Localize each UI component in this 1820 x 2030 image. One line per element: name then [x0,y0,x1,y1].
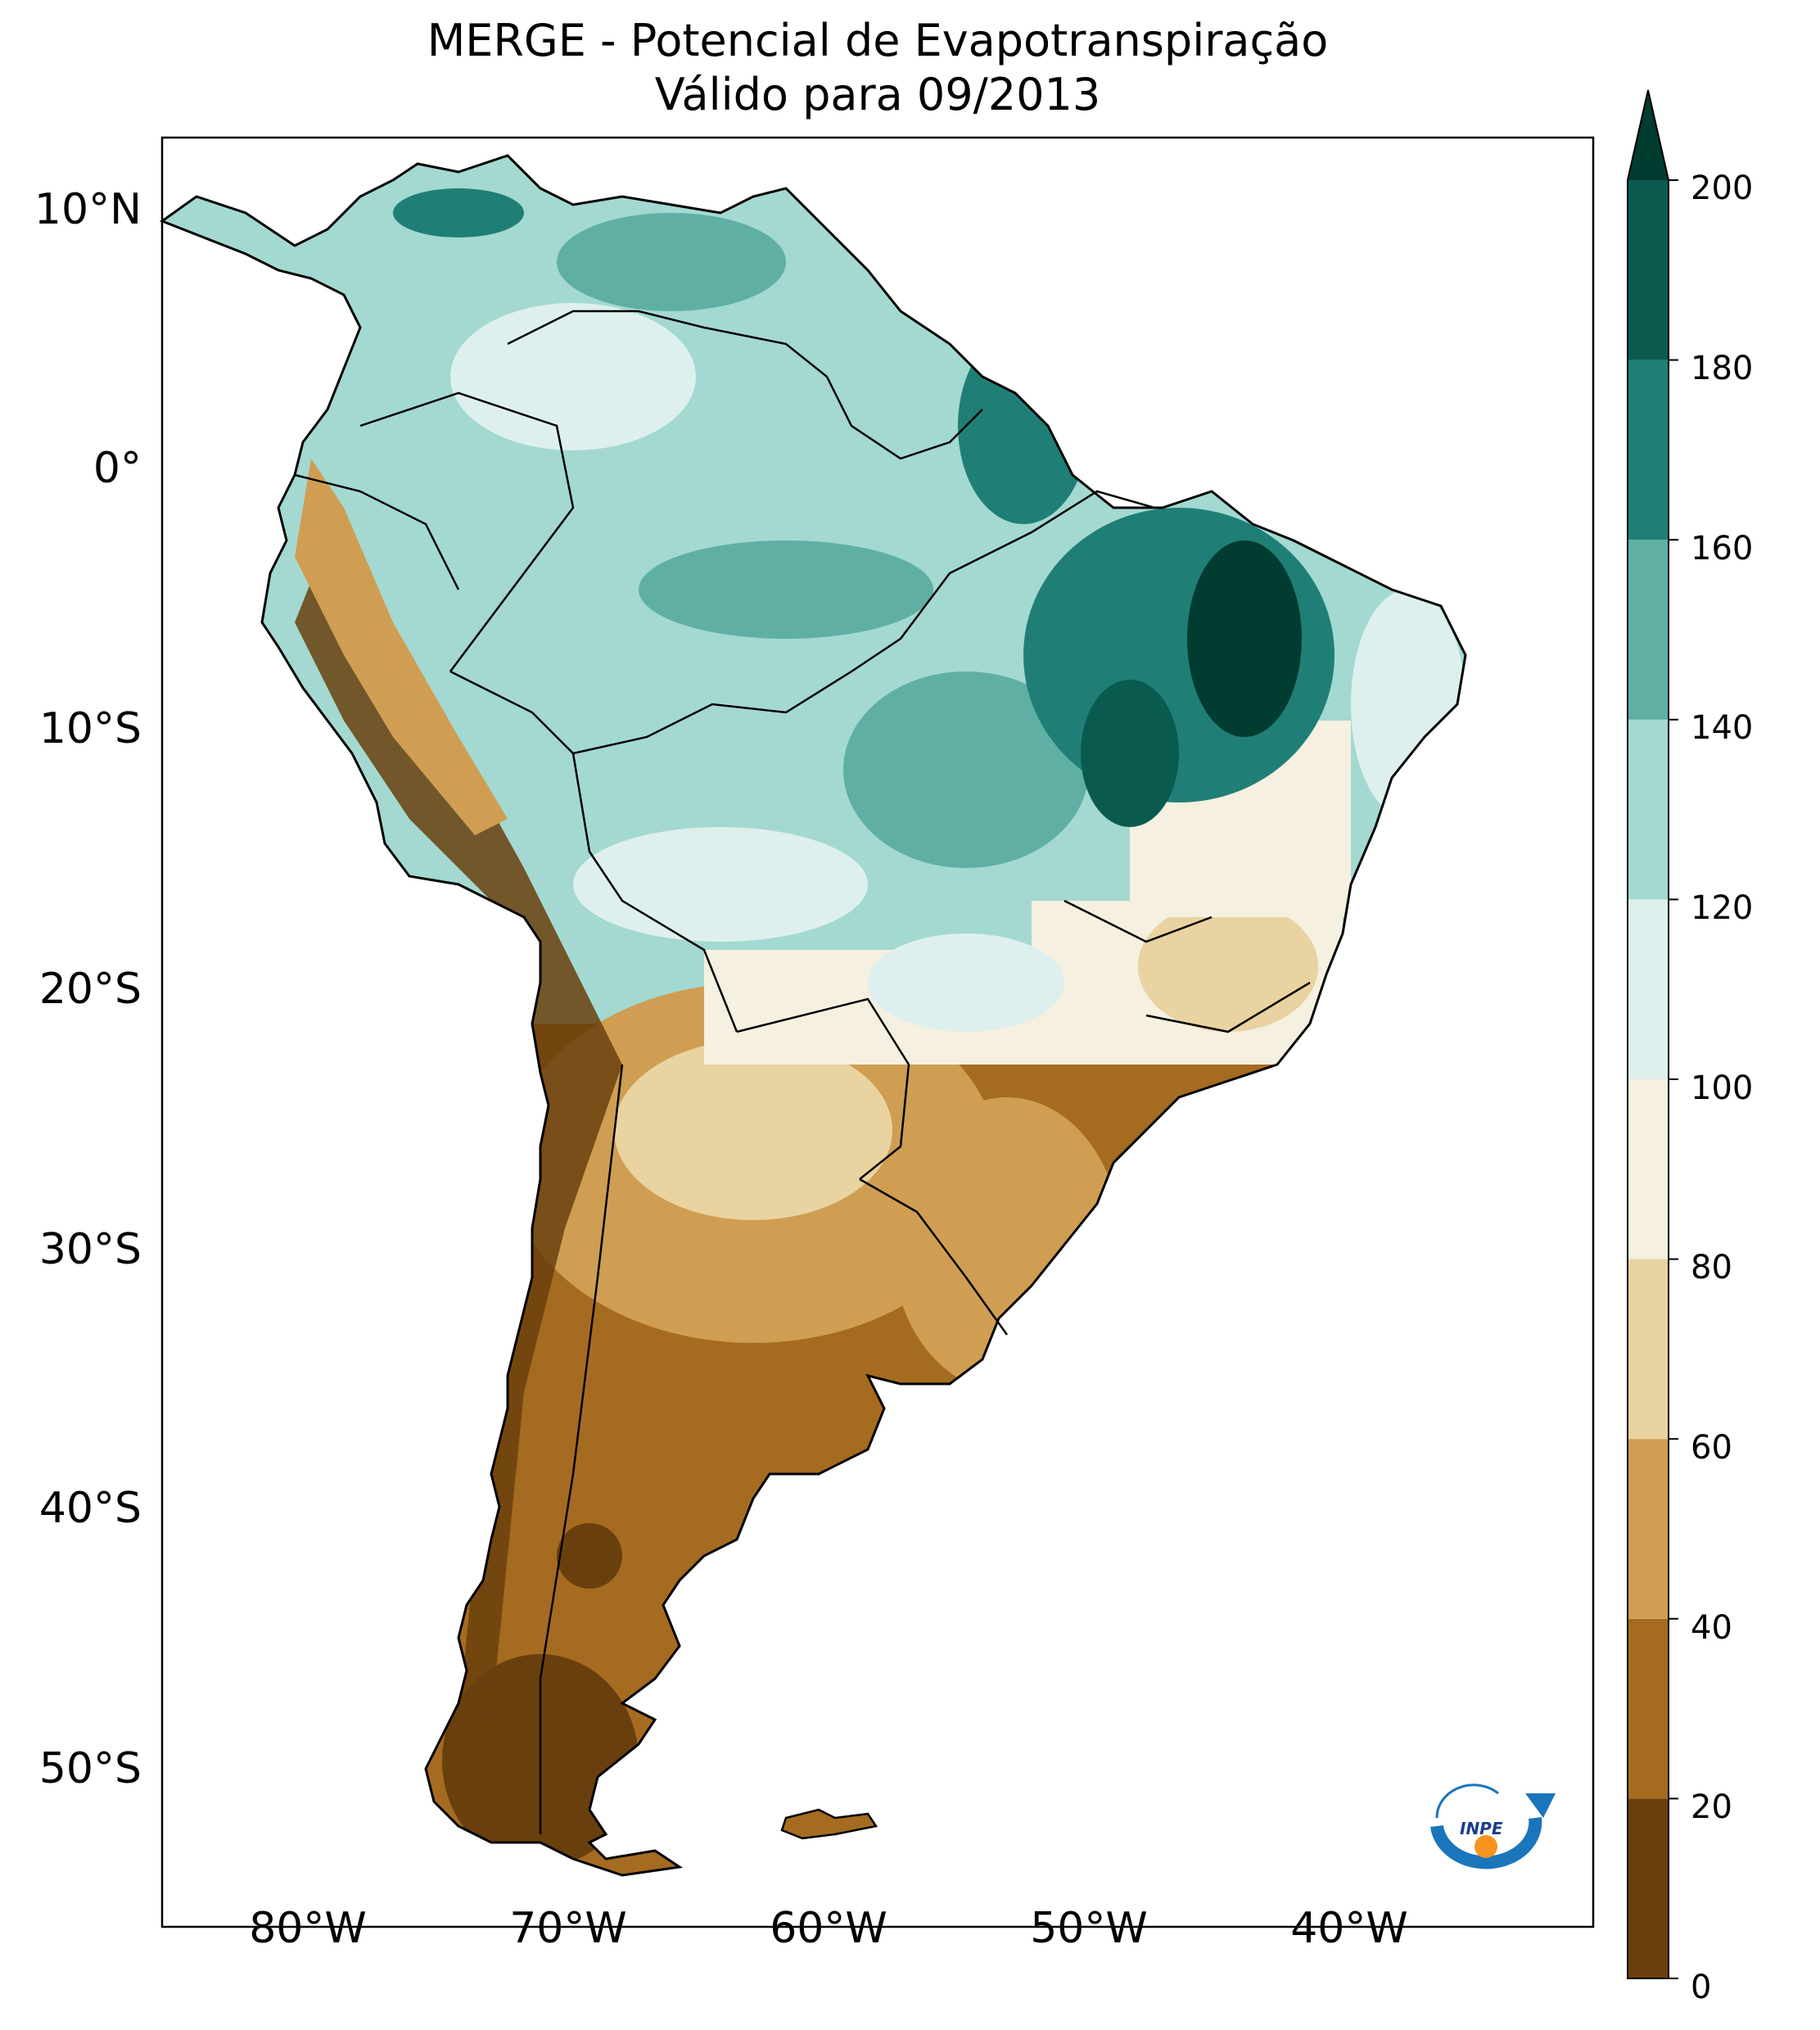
colorbar-label-100: 100 [1691,1069,1754,1107]
colorbar-band-60-80 [1628,1259,1669,1440]
colorbar-label-160: 160 [1691,530,1754,567]
field-100-120-bolivia [573,827,868,942]
falkland-islands [780,1808,878,1840]
colorbar-label-20: 20 [1691,1788,1732,1826]
field-60-80-minas [1138,901,1318,1032]
lat-label-50s: 50°S [38,1744,142,1793]
logo-name: INPE [1460,1819,1503,1838]
chart-title-line1: MERGE - Potencial de Evapotranspiração [427,15,1329,66]
logo-orbit [1435,1784,1499,1819]
field-140-160-amazon [639,540,933,639]
lon-label-40w: 40°W [1290,1904,1408,1953]
logo-arrow [1525,1793,1556,1818]
colorbar-label-180: 180 [1691,350,1754,387]
colorbar-band-180-200 [1628,180,1669,360]
lat-label-40s: 40°S [38,1484,142,1533]
colorbar-extend-arrow [1628,90,1669,180]
logo-swoosh [1430,1817,1542,1869]
field-0-20-spot [557,1523,622,1589]
colorbar-band-160-180 [1628,359,1669,540]
field-140-160-mato-grosso [843,671,1089,868]
colorbar [1627,89,1669,1979]
lat-label-30s: 30°S [38,1225,142,1274]
field-100-120-pantanal [868,934,1064,1032]
field-100-120-colombia [450,303,696,450]
colorbar-label-60: 60 [1691,1429,1732,1467]
logo-sun [1475,1835,1497,1858]
country-borders [294,310,1311,1834]
lat-label-20s: 20°S [38,965,142,1014]
inpe-logo: INPE [1430,1784,1556,1869]
colorbar-band-140-160 [1628,540,1669,720]
lat-label-0: 0° [93,444,142,493]
colorbar-label-40: 40 [1691,1609,1732,1647]
colorbar-label-0: 0 [1691,1969,1712,2006]
chart-title-line2: Válido para 09/2013 [654,69,1101,120]
colorbar-outline [1627,89,1669,1979]
lon-label-60w: 60°W [770,1904,887,1953]
lon-label-70w: 70°W [509,1904,627,1953]
colorbar-band-0-20 [1628,1798,1669,1978]
field-60-80-chaco [614,1040,892,1220]
field-160-180-caribbean [393,188,524,237]
colorbar-label-200: 200 [1691,170,1754,207]
colorbar-label-140: 140 [1691,709,1754,747]
field-over-200-piaui [1187,540,1302,737]
colorbar-band-100-120 [1628,899,1669,1079]
colorbar-label-80: 80 [1691,1249,1732,1286]
lon-label-50w: 50°W [1030,1904,1148,1953]
lon-label-80w: 80°W [249,1904,367,1953]
colorbar-label-120: 120 [1691,889,1754,927]
colorbar-band-120-140 [1628,719,1669,900]
colorbar-ticks [1669,179,1678,1979]
field-180-200-tocantins [1081,680,1179,827]
colorbar-band-80-100 [1628,1079,1669,1259]
colorbar-band-20-40 [1628,1618,1669,1799]
colorbar-band-40-60 [1628,1439,1669,1619]
lat-label-10s: 10°S [38,704,142,753]
lat-label-10n: 10°N [34,185,142,234]
field-140-160-venezuela [557,213,786,311]
field-40-60-peru [295,459,508,835]
